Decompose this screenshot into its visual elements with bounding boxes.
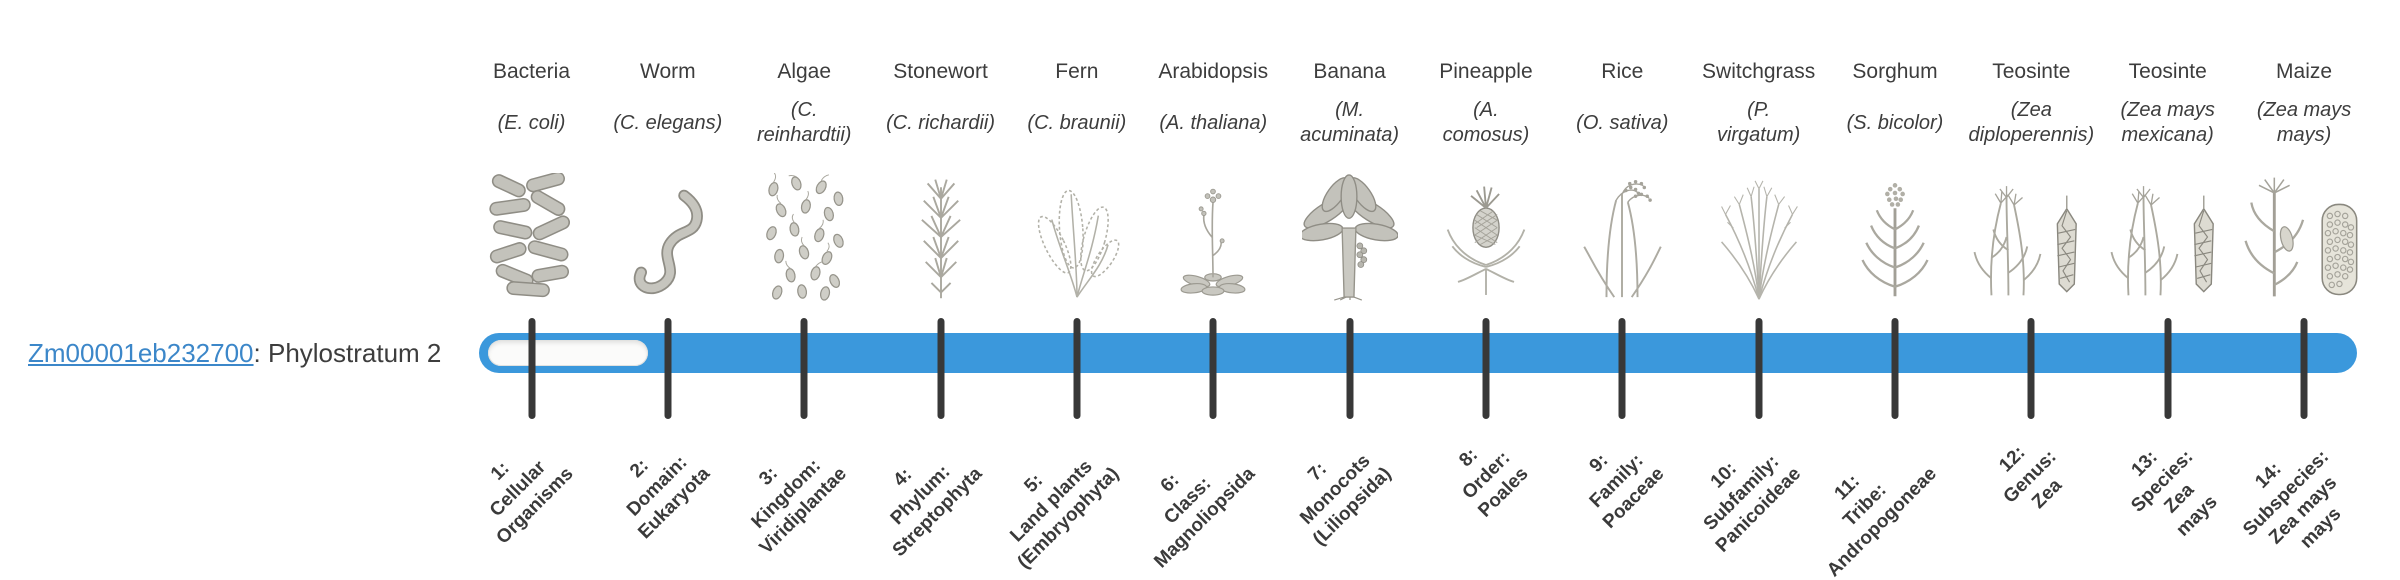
teosinte-icon xyxy=(1943,161,2119,301)
stratum-tick-label: 11: Tribe: Andropogoneae xyxy=(1823,463,1942,580)
taxon-species-name: (P. virgatum) xyxy=(1716,99,1801,146)
taxon-species-name: (O. sativa) xyxy=(1576,111,1669,134)
banana-icon xyxy=(1262,161,1438,301)
bacteria-icon xyxy=(444,161,620,301)
taxon-common-name: Sorghum xyxy=(1852,60,1938,83)
taxon-common-name: Maize xyxy=(2276,60,2333,83)
taxon-species-name: (E. coli) xyxy=(497,111,566,134)
stratum-tick-label: 7: Monocots (Liliopsida) xyxy=(1296,450,1397,551)
stratum-tick-label: 4: Phylum: Streptophyta xyxy=(886,461,988,562)
taxon-species-name: (C. richardii) xyxy=(886,111,995,134)
algae-icon xyxy=(716,161,892,301)
taxon-column-switchgrass: Switchgrass (P. virgatum) 10: Subfamily:… xyxy=(1671,55,1847,557)
taxon-column-arabidopsis: Arabidopsis (A. thaliana) 6: Class: Magn… xyxy=(1125,55,1301,573)
phylostratum-8-tick xyxy=(1482,318,1490,419)
phylostratum-11-tick xyxy=(1891,318,1899,419)
taxon-common-name: Banana xyxy=(1313,60,1386,83)
phylostratum-13-tick xyxy=(2164,318,2172,419)
stratum-tick-label: 6: Class: Magnoliopsida xyxy=(1150,463,1260,573)
phylostratum-2-tick xyxy=(664,318,672,419)
taxon-common-name: Bacteria xyxy=(492,60,571,83)
maize-icon xyxy=(2216,161,2392,301)
sorghum-icon xyxy=(1807,161,1983,301)
taxon-common-name: Pineapple xyxy=(1439,60,1533,83)
taxon-column-banana: Banana (M. acuminata) 7: Monocots (Lilio… xyxy=(1262,55,1438,550)
taxon-species-name: (Zea diploperennis) xyxy=(1968,99,2095,146)
teosinte-icon xyxy=(2080,161,2256,301)
arabidopsis-icon xyxy=(1125,161,1301,301)
taxon-column-fern: Fern (C. braunii) 5: Land plants (Embryo… xyxy=(989,55,1165,573)
taxon-species-name: (C. reinhardtii) xyxy=(756,99,852,146)
taxon-common-name: Algae xyxy=(777,60,832,83)
taxon-species-name: (A. comosus) xyxy=(1442,99,1530,146)
taxon-species-name: (M. acuminata) xyxy=(1300,99,1400,146)
taxon-column-worm: Worm (C. elegans) 2: Domain: Eukaryota xyxy=(580,55,756,543)
stratum-tick-label: 2: Domain: Eukaryota xyxy=(622,451,715,544)
taxon-common-name: Rice xyxy=(1601,60,1644,83)
phylostratum-12-tick xyxy=(2027,318,2035,419)
taxon-column-maize: Maize (Zea mays mays) 14: Subspeci xyxy=(2216,55,2392,553)
taxon-column-stonewort: Stonewort (C. richardii) 4: Phylum: Stre… xyxy=(853,55,1029,561)
gene-id-link[interactable]: Zm00001eb232700 xyxy=(28,338,254,368)
taxon-common-name: Fern xyxy=(1055,60,1099,83)
stratum-tick-label: 3: Kingdom: Viridiplantae xyxy=(746,455,851,559)
taxon-common-name: Worm xyxy=(640,60,696,83)
stratum-tick-label: 9: Family: Poaceae xyxy=(1585,449,1669,534)
taxon-column-sorghum: Sorghum (S. bicolor) 11: Tribe: Andropog… xyxy=(1807,55,1983,580)
taxon-species-name: (Zea mays mays) xyxy=(2256,99,2352,146)
stonewort-icon xyxy=(853,161,1029,301)
taxon-column-bacteria: Bacteria (E. coli) 1: Cellular Organisms xyxy=(444,55,620,549)
phylostratum-4-tick xyxy=(937,318,945,419)
worm-icon xyxy=(580,161,756,301)
phylostratum-7-tick xyxy=(1346,318,1354,419)
taxon-species-name: (A. thaliana) xyxy=(1159,111,1268,134)
stratum-tick-label: 5: Land plants (Embryophyta) xyxy=(1005,455,1124,574)
stratum-tick-label: 10: Subfamily: Panicoideae xyxy=(1699,451,1806,557)
phylostratum-10-tick xyxy=(1755,318,1763,419)
unfilled-track-segment xyxy=(488,340,648,366)
taxon-common-name: Stonewort xyxy=(893,60,988,83)
stratum-tick-label: 8: Order: Poales xyxy=(1455,444,1533,522)
taxon-common-name: Switchgrass xyxy=(1702,60,1816,83)
taxon-column-algae: Algae (C. reinhardtii) xyxy=(716,55,892,559)
taxon-species-name: (C. braunii) xyxy=(1027,111,1127,134)
phylostratum-9-tick xyxy=(1618,318,1626,419)
stratum-tick-label: 1: Cellular Organisms xyxy=(485,456,578,549)
phylostratum-3-tick xyxy=(800,318,808,419)
stratum-tick-label: 12: Genus: Zea xyxy=(1995,442,2067,514)
rice-icon xyxy=(1534,161,1710,301)
phylostratum-14-tick xyxy=(2300,318,2308,419)
phylostratum-text: : Phylostratum 2 xyxy=(253,338,442,368)
stratum-tick-label: 14: Subspecies: Zea mays mays xyxy=(2239,446,2346,553)
fern-icon xyxy=(989,161,1165,301)
phylostratum-6-tick xyxy=(1209,318,1217,419)
phylostrata-bar xyxy=(479,333,2357,373)
stratum-tick-label: 13: Species: Zea mays xyxy=(2126,446,2222,541)
taxon-column-rice: Rice (O. sativa) 9: Family: Poaceae xyxy=(1534,55,1710,533)
pineapple-icon xyxy=(1398,161,1574,301)
phylostratum-5-tick xyxy=(1073,318,1081,419)
phylostratum-1-tick xyxy=(528,318,535,419)
taxon-common-name: Teosinte xyxy=(2128,60,2207,83)
taxon-common-name: Arabidopsis xyxy=(1158,60,1269,83)
taxon-common-name: Teosinte xyxy=(1992,60,2071,83)
taxon-species-name: (S. bicolor) xyxy=(1846,111,1944,134)
taxon-species-name: (C. elegans) xyxy=(613,111,723,134)
taxon-column-teosinte: Teosinte (Zea mays mexicana) 13: Species… xyxy=(2080,55,2256,541)
gene-label: Zm00001eb232700: Phylostratum 2 xyxy=(28,338,442,369)
taxon-column-teosinte: Teosinte (Zea diploperennis) 12: Genus: … xyxy=(1943,55,2119,513)
taxon-species-name: (Zea mays mexicana) xyxy=(2120,99,2215,146)
switchgrass-icon xyxy=(1671,161,1847,301)
taxon-column-pineapple: Pineapple (A. comosus) 8: Order: Poales xyxy=(1398,55,1574,522)
